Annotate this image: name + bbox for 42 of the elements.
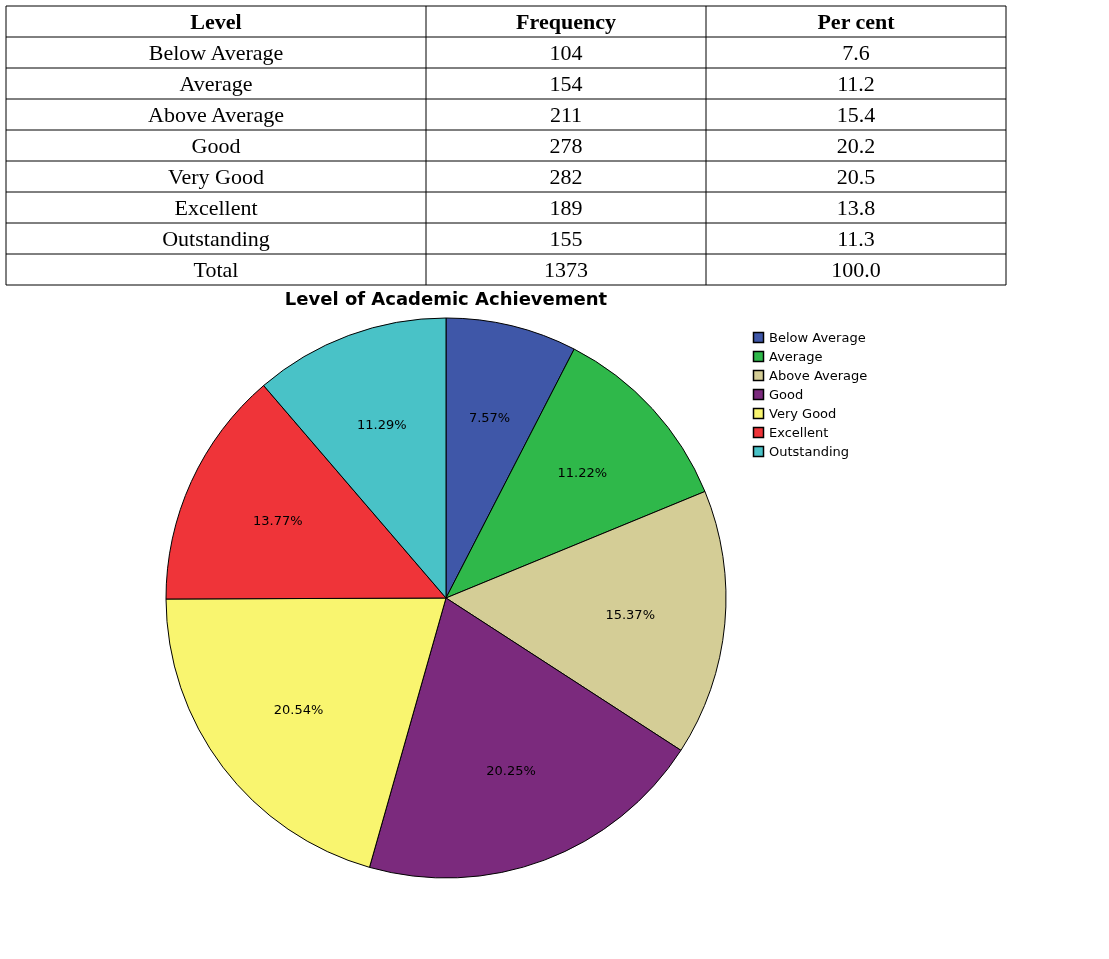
text: 1373 — [544, 256, 588, 282]
legend-label: Above Average — [769, 367, 868, 383]
text: 20.5 — [836, 163, 876, 189]
data-label: 11.29% — [356, 416, 407, 432]
text: 20.2 — [836, 132, 876, 158]
text: Per cent — [817, 8, 896, 34]
text: Above Average — [148, 101, 284, 127]
text: 154 — [549, 70, 583, 96]
data-label: 15.37% — [605, 607, 655, 623]
text: 100.0 — [831, 256, 881, 282]
legend-label: Very Good — [769, 405, 837, 421]
legend-label: Excellent — [769, 424, 829, 440]
legend-label: Outstanding — [769, 443, 849, 459]
data-label: 7.57% — [468, 410, 511, 426]
legend-label: Below Average — [769, 329, 866, 345]
data-label: 11.22% — [557, 464, 608, 480]
text: 155 — [549, 225, 583, 251]
text: Level — [190, 8, 242, 34]
data-label: 20.54% — [273, 701, 324, 717]
text: Good — [191, 132, 241, 158]
text: Outstanding — [162, 225, 270, 251]
text: 282 — [549, 163, 583, 189]
legend-label: Good — [769, 386, 804, 402]
text: 15.4 — [836, 101, 876, 127]
data-label: 13.77% — [252, 513, 303, 529]
text: 11.3 — [837, 225, 875, 251]
text: Frequency — [516, 8, 616, 34]
text: 211 — [549, 101, 583, 127]
text: 7.6 — [842, 39, 870, 65]
text: Average — [179, 70, 253, 96]
text: 278 — [549, 132, 583, 158]
text: 13.8 — [836, 194, 876, 220]
chart-title: Level of Academic Achievement — [284, 288, 608, 309]
text: Below Average — [148, 39, 284, 65]
text: 11.2 — [837, 70, 875, 96]
text: Very Good — [168, 163, 264, 189]
text: 104 — [549, 39, 583, 65]
text: Excellent — [174, 194, 258, 220]
text: Total — [193, 256, 239, 282]
legend-label: Average — [769, 348, 823, 364]
text: 189 — [549, 194, 583, 220]
data-label: 20.25% — [486, 763, 536, 779]
